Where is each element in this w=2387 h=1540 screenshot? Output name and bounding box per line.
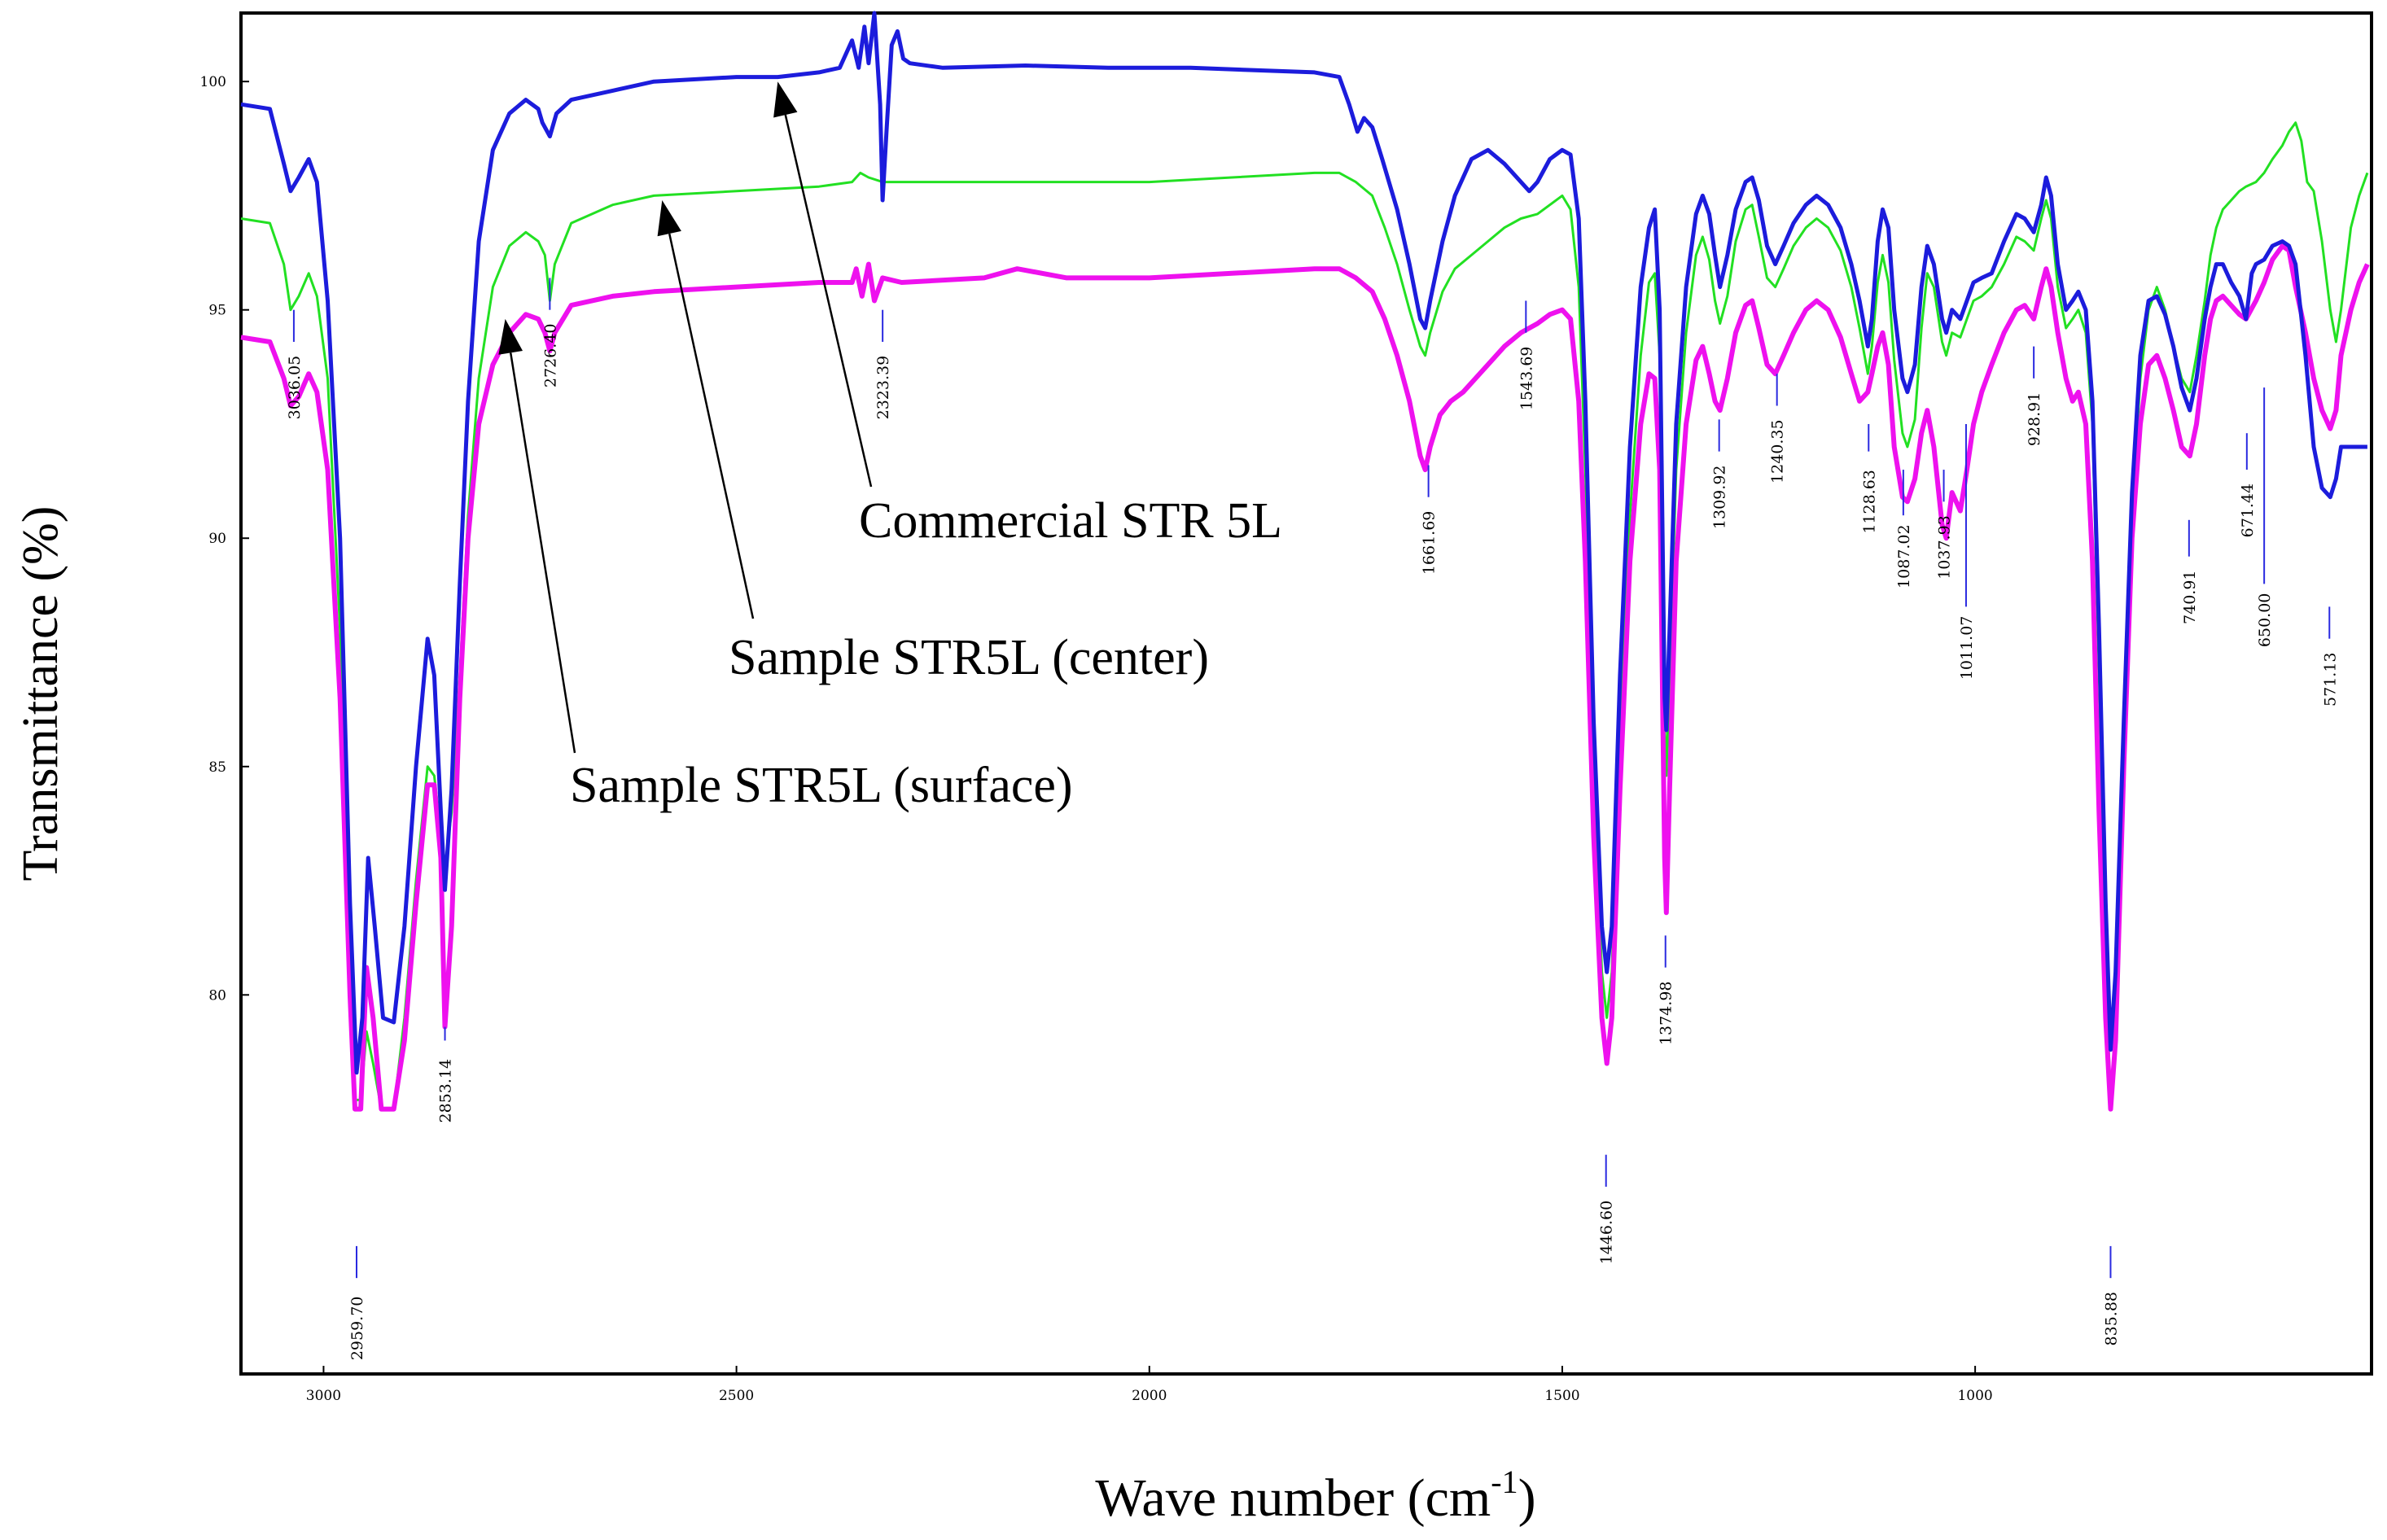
peak-label-group: 3036.05 2959.70 2853.14 2726.40 2323.39 1661.… — [286, 278, 2339, 1360]
y-tick-label: 95 — [208, 303, 226, 319]
x-axis-label-main: Wave number (cm — [1095, 1468, 1491, 1528]
peak-label: 671.44 — [2239, 483, 2257, 537]
series-annotation-label: Sample STR5L (center) — [729, 630, 1209, 685]
annotation-arrow-shaft — [509, 352, 576, 754]
peak-label: 1240.35 — [1769, 419, 1787, 483]
x-axis-label: Wave number (cm-1) — [1095, 1463, 1535, 1528]
series-line-sample-str5l-center — [240, 121, 2369, 1111]
peak-label: 2323.39 — [874, 356, 892, 420]
peak-label: 835.88 — [2103, 1292, 2121, 1345]
peak-label: 1037.93 — [1936, 515, 1954, 580]
peak-label: 740.91 — [2181, 571, 2199, 624]
series-group — [240, 11, 2370, 1112]
peak-label: 2853.14 — [437, 1059, 455, 1123]
x-tick-label: 2500 — [719, 1388, 754, 1404]
series-line-sample-str5l-surface — [240, 243, 2370, 1112]
peak-label: 3036.05 — [286, 356, 304, 420]
x-tick-label: 2000 — [1132, 1388, 1167, 1404]
plot-frame — [239, 11, 2373, 1376]
peak-label: 571.13 — [2321, 653, 2339, 707]
y-tick-label: 80 — [208, 987, 226, 1004]
y-tick-label: 90 — [208, 531, 226, 547]
peak-label: 1446.60 — [1598, 1201, 1616, 1265]
x-axis-label-end: ) — [1518, 1468, 1536, 1528]
tick-group: 3000 2500 2000 1500 1000 80 85 90 95 100 — [200, 74, 1993, 1404]
annotation-group: Commercial STR 5L Sample STR5L (center) Sa… — [498, 81, 1282, 813]
y-axis-label: Transmittance (%) — [13, 506, 68, 882]
annotation-arrow-shaft — [784, 114, 873, 488]
x-tick-label: 1000 — [1957, 1388, 1992, 1404]
peak-label: 2726.40 — [541, 324, 559, 388]
peak-label: 1543.69 — [1518, 347, 1535, 411]
annotation-arrow-head — [773, 81, 798, 118]
peak-label: 1309.92 — [1711, 466, 1729, 530]
peak-label: 650.00 — [2256, 593, 2274, 647]
peak-label: 928.91 — [2026, 392, 2043, 446]
peak-label: 1374.98 — [1658, 982, 1675, 1046]
annotation-arrow-shaft — [668, 233, 755, 619]
annotation-arrow-head — [498, 318, 523, 355]
x-tick-label: 3000 — [306, 1388, 341, 1404]
series-annotation-label: Commercial STR 5L — [859, 493, 1282, 549]
series-annotation-label: Sample STR5L (surface) — [570, 758, 1073, 813]
peak-label: 1087.02 — [1895, 524, 1913, 588]
peak-label: 1128.63 — [1860, 470, 1878, 534]
annotation-arrow-head — [657, 200, 681, 237]
peak-label: 1011.07 — [1958, 616, 1976, 680]
x-axis-label-sup: -1 — [1491, 1463, 1518, 1500]
y-tick-label: 100 — [200, 74, 226, 90]
series-line-commercial-str-5l — [240, 11, 2367, 1075]
y-tick-label: 85 — [208, 759, 226, 776]
peak-label: 2959.70 — [348, 1297, 366, 1361]
peak-label: 1661.69 — [1421, 511, 1439, 575]
x-tick-label: 1500 — [1544, 1388, 1579, 1404]
